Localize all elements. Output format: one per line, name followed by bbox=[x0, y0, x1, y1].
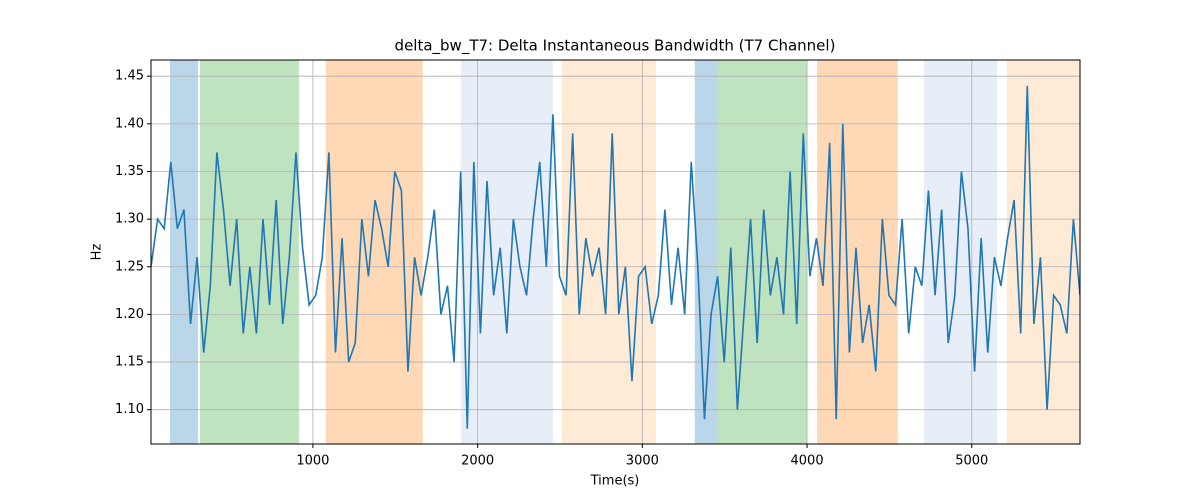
x-axis-label: Time(s) bbox=[590, 474, 640, 489]
y-tick-label: 1.45 bbox=[115, 69, 144, 84]
shaded-span bbox=[694, 60, 718, 444]
plot-frame bbox=[150, 59, 1081, 445]
x-tick-label: 5000 bbox=[955, 454, 988, 469]
y-tick-label: 1.40 bbox=[115, 116, 144, 131]
y-tick-label: 1.15 bbox=[115, 355, 144, 370]
shaded-span bbox=[169, 60, 198, 444]
x-tick-label: 1000 bbox=[296, 454, 329, 469]
chart-title: delta_bw_T7: Delta Instantaneous Bandwid… bbox=[395, 37, 836, 56]
shaded-span bbox=[325, 60, 423, 444]
y-tick-label: 1.10 bbox=[115, 402, 144, 417]
x-tick-label: 4000 bbox=[791, 454, 824, 469]
y-tick-label: 1.20 bbox=[115, 307, 144, 322]
data-line bbox=[151, 85, 1080, 429]
shaded-span bbox=[1006, 60, 1080, 444]
y-tick-label: 1.30 bbox=[115, 212, 144, 227]
x-tick-label: 2000 bbox=[461, 454, 494, 469]
y-tick-label: 1.35 bbox=[115, 164, 144, 179]
shaded-span bbox=[460, 60, 553, 444]
shaded-span bbox=[199, 60, 299, 444]
shaded-span bbox=[561, 60, 656, 444]
y-axis-label: Hz bbox=[90, 244, 105, 261]
x-tick-label: 3000 bbox=[626, 454, 659, 469]
shaded-span bbox=[923, 60, 997, 444]
y-tick-label: 1.25 bbox=[115, 259, 144, 274]
